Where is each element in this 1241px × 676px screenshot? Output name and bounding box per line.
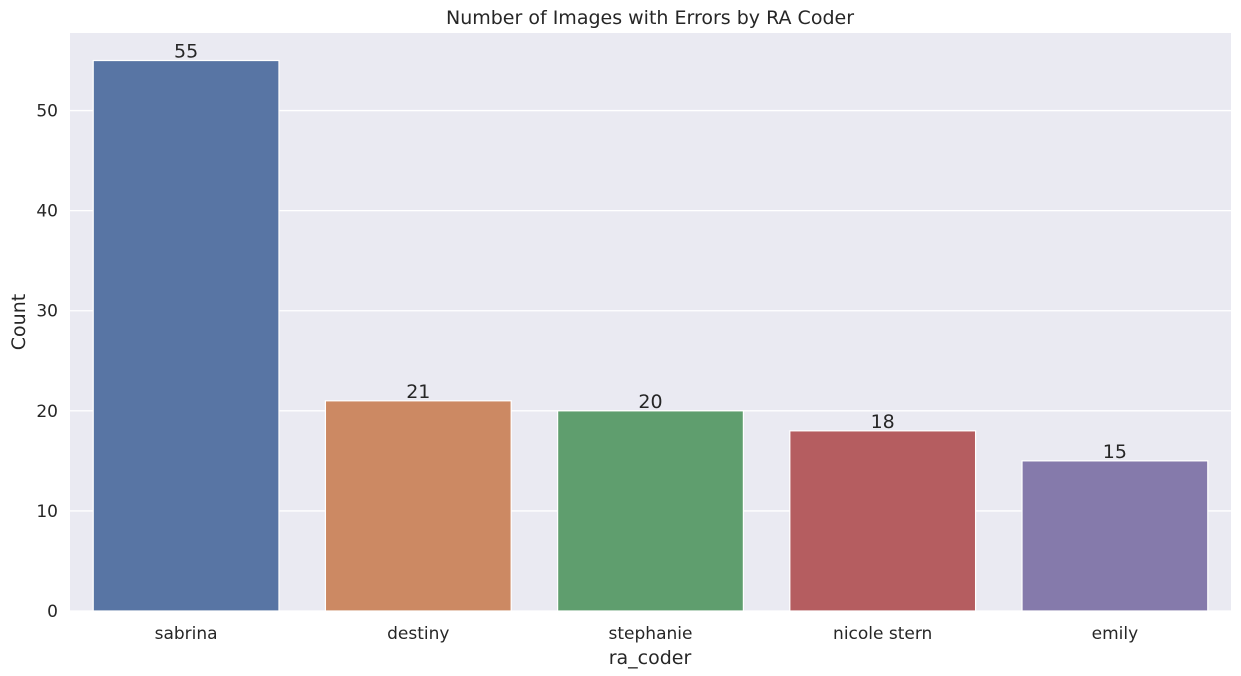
bar-destiny xyxy=(324,400,512,612)
x-tick-label: destiny xyxy=(387,624,449,644)
data-label: 20 xyxy=(638,391,662,413)
data-label: 18 xyxy=(871,411,895,433)
chart-title: Number of Images with Errors by RA Coder xyxy=(446,7,854,29)
x-tick-label: nicole stern xyxy=(833,624,932,644)
bar-sabrina xyxy=(92,59,280,612)
y-tick-label: 10 xyxy=(36,502,58,522)
x-axis-label: ra_coder xyxy=(609,647,692,669)
bar-nicole-stern xyxy=(789,430,977,612)
x-tick-label: sabrina xyxy=(155,624,218,644)
y-tick-labels: 0 10 20 30 40 50 xyxy=(36,102,58,622)
data-label: 55 xyxy=(174,41,198,63)
bars-layer xyxy=(92,59,1209,612)
labels-layer: 55 21 20 18 15 xyxy=(174,41,1127,463)
y-tick-label: 30 xyxy=(36,302,58,322)
data-label: 21 xyxy=(406,381,430,403)
y-tick-label: 40 xyxy=(36,202,58,222)
data-label: 15 xyxy=(1103,441,1127,463)
x-tick-label: emily xyxy=(1092,624,1139,644)
y-axis-label: Count xyxy=(8,294,30,350)
bar-stephanie xyxy=(557,410,744,612)
y-tick-label: 0 xyxy=(47,602,58,622)
x-tick-labels: sabrina destiny stephanie nicole stern emily xyxy=(155,624,1139,644)
bar-emily xyxy=(1021,460,1209,612)
y-tick-label: 20 xyxy=(36,402,58,422)
y-tick-label: 50 xyxy=(36,102,58,122)
x-tick-label: stephanie xyxy=(609,624,693,644)
